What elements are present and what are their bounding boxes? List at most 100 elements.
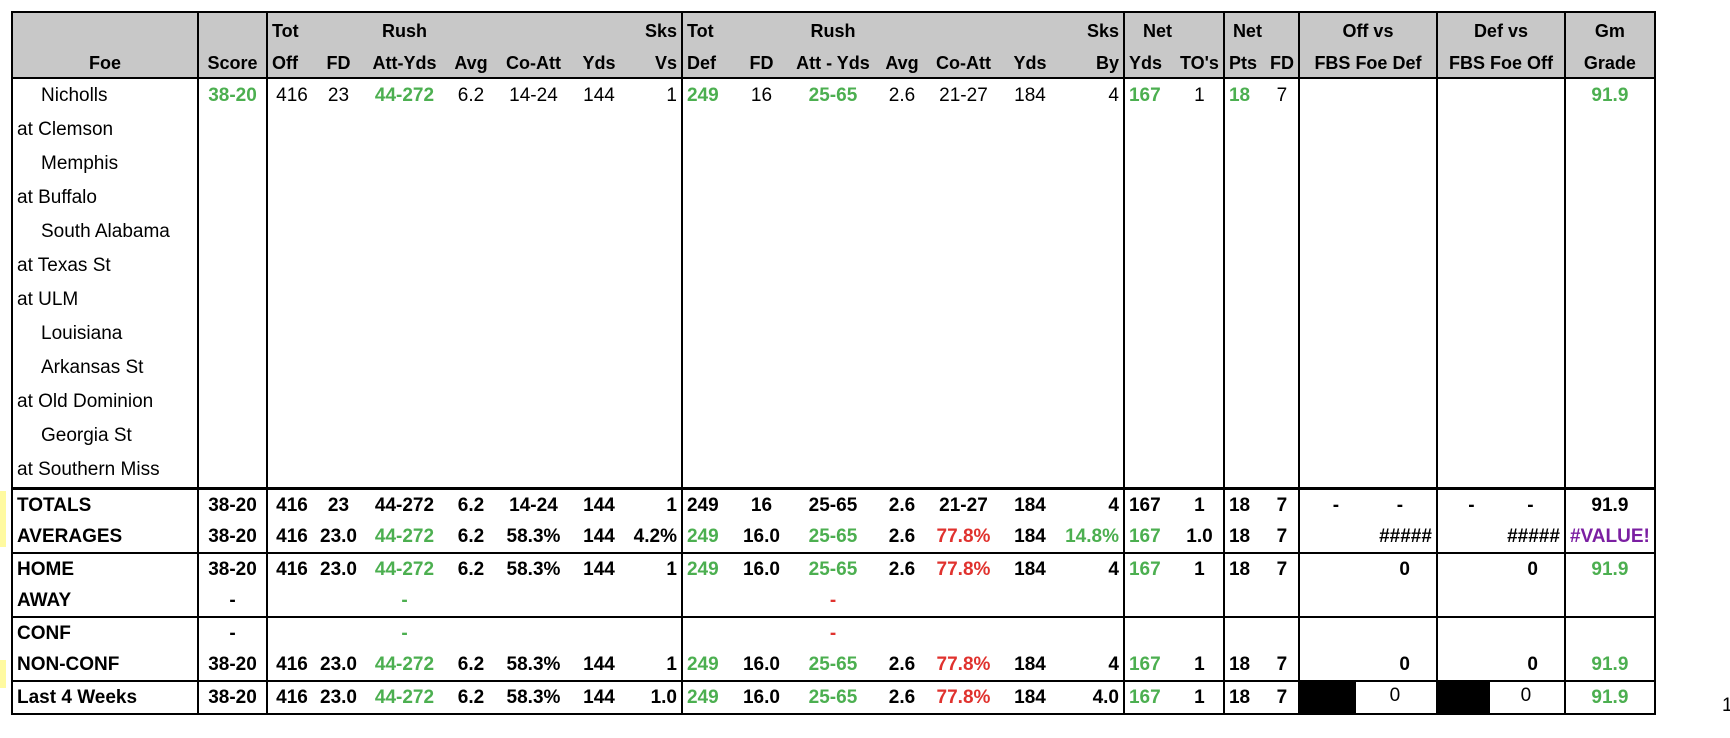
rush-cell — [361, 283, 448, 317]
header-cell — [316, 11, 361, 45]
grade-cell: 91.9 — [1563, 649, 1656, 681]
table-row: South Alabama — [11, 215, 1656, 249]
dco_att-cell — [924, 419, 1003, 453]
yds-cell — [572, 616, 625, 649]
sks_by-cell — [1057, 113, 1124, 147]
avg-cell — [448, 147, 494, 181]
header-cell: Yds — [1002, 45, 1057, 79]
table-row: at Buffalo — [11, 181, 1656, 215]
off-vs-cell — [1297, 283, 1437, 317]
sks_vs-cell — [625, 585, 682, 617]
score-cell — [197, 351, 267, 385]
avg-cell — [448, 419, 494, 453]
rush-cell — [361, 181, 448, 215]
foe-cell: at ULM — [11, 283, 198, 317]
score-cell — [197, 317, 267, 351]
co_att-cell — [494, 147, 573, 181]
fd-cell — [316, 283, 361, 317]
def-vs-cell — [1435, 419, 1565, 453]
foe-cell: at Texas St — [11, 249, 198, 283]
rush-cell: - — [401, 589, 408, 611]
pts-cell — [1222, 249, 1266, 283]
net_yds-cell — [1122, 113, 1176, 147]
yds-cell — [573, 419, 625, 453]
def-vs-cell — [1435, 453, 1565, 489]
davg-cell — [880, 181, 924, 215]
def-vs-cell — [1435, 283, 1565, 317]
def-vs-cell — [1435, 215, 1565, 249]
dco_att-cell: 77.8% — [923, 680, 1003, 715]
tos-cell — [1176, 585, 1224, 617]
rush-cell: - — [360, 616, 448, 649]
score-cell: 38-20 — [197, 552, 267, 585]
net_yds-cell: 167 — [1122, 78, 1176, 113]
off-vs-cell: 0 — [1297, 552, 1437, 585]
tot_off-cell — [266, 113, 316, 147]
def-vs-cell — [1435, 249, 1565, 283]
summary-row-nonconf: NON-CONF 38-20 416 23.0 44-272 6.2 58.3% 144 1 24… — [11, 649, 1656, 681]
drush-cell: - — [829, 589, 837, 611]
sks_vs-cell — [625, 181, 682, 215]
fd-cell — [316, 453, 361, 489]
drush-cell: - — [785, 616, 880, 649]
drush-cell — [786, 113, 880, 147]
fd-cell — [316, 351, 361, 385]
net_yds-cell: 167 — [1122, 552, 1176, 585]
yds-cell — [573, 113, 625, 147]
drush-cell — [786, 283, 880, 317]
summary-label: NON-CONF — [11, 649, 198, 681]
grade-cell: 91.9 — [1563, 552, 1656, 585]
sks_vs-cell — [625, 317, 682, 351]
header-cell: Co-Att — [493, 45, 573, 79]
tot_off-cell — [266, 616, 316, 649]
dyds-cell: 184 — [1002, 680, 1057, 715]
drush-cell — [786, 147, 880, 181]
tot_def-cell — [680, 351, 737, 385]
nfd-cell — [1266, 351, 1299, 385]
avg-cell — [448, 317, 494, 351]
dyds-cell: 184 — [1014, 85, 1046, 106]
tot_off-cell — [266, 283, 316, 317]
score-cell — [197, 113, 267, 147]
grade-cell — [1563, 147, 1656, 181]
fd-cell — [316, 215, 361, 249]
tos-cell: 1 — [1194, 85, 1205, 106]
avg-cell — [448, 181, 494, 215]
fd-cell — [316, 585, 361, 617]
header-cell: Sks — [624, 11, 682, 45]
nfd-cell — [1266, 215, 1299, 249]
davg-cell — [879, 616, 924, 649]
fd-cell: 23.0 — [320, 653, 357, 675]
yds-cell — [573, 585, 625, 617]
header-cell: Net — [1222, 11, 1266, 45]
drush-cell — [786, 351, 880, 385]
header-cell — [493, 11, 573, 45]
davg-cell — [880, 385, 924, 419]
rush-cell — [361, 215, 448, 249]
dyds-cell — [1003, 317, 1057, 351]
header-cell: Avg — [447, 45, 494, 79]
rush-cell — [361, 317, 448, 351]
sks_vs-cell: 1.0 — [624, 680, 682, 715]
sks_vs-cell — [625, 385, 682, 419]
header-cell: Pts — [1222, 45, 1266, 79]
avg-cell — [448, 385, 494, 419]
dyds-cell: 184 — [1014, 653, 1046, 675]
foe-cell: Georgia St — [11, 419, 198, 453]
grade-cell — [1563, 616, 1656, 649]
off-vs-cell — [1297, 616, 1437, 649]
header-cell: FBS Foe Def — [1297, 45, 1437, 79]
net_yds-cell — [1122, 181, 1176, 215]
sks_vs-cell — [625, 215, 682, 249]
drush-cell — [786, 249, 880, 283]
davg-cell — [880, 317, 924, 351]
tot_def-cell — [680, 419, 737, 453]
davg-cell: 2.6 — [888, 85, 916, 106]
off-vs-cell — [1297, 147, 1437, 181]
dyds-cell — [1003, 147, 1057, 181]
summary-label: HOME — [11, 552, 198, 585]
header-cell — [197, 11, 267, 45]
grade-cell — [1563, 585, 1656, 617]
table-row: Georgia St — [11, 419, 1656, 453]
dco_att-cell — [924, 215, 1003, 249]
